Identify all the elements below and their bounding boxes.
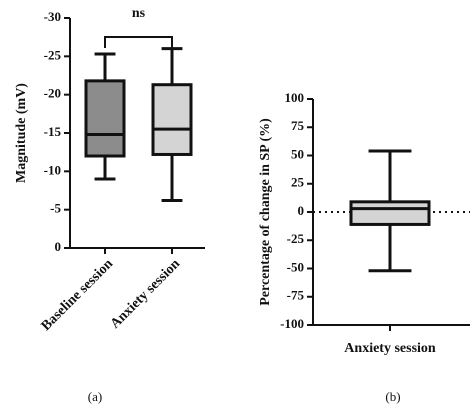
box [151,83,193,156]
significance-bracket [104,36,173,48]
y-tick-label: 25 [291,175,305,190]
y-tick-label: -25 [287,231,305,246]
y-tick-label: 50 [291,146,304,161]
y-tick-label: 100 [285,90,305,105]
x-tick-label: Anxiety session [108,256,183,331]
y-tick-label: -30 [44,9,61,24]
y-tick-label: -20 [44,86,61,101]
y-tick-label: -75 [287,288,305,303]
x-tick-label: Anxiety session [344,341,436,356]
y-tick-label: -10 [44,162,61,177]
y-tick-label: 75 [291,118,305,133]
y-tick-label: -15 [44,124,62,139]
box [84,79,126,158]
y-tick-label: 0 [298,203,305,218]
y-tick-label: -25 [44,47,62,62]
y-tick-label: -100 [280,316,304,331]
x-tick-label: Baseline session [39,256,117,334]
panel-label: (b) [385,389,400,404]
y-axis-label: Percentage of change in SP (%) [258,118,273,306]
y-tick-label: -5 [50,201,61,216]
y-axis-label: Magnitude (mV) [14,83,29,183]
box [349,200,431,226]
y-tick-label: 0 [55,239,62,254]
significance-label: ns [132,6,146,21]
panel-label: (a) [88,389,102,404]
y-tick-label: -50 [287,259,304,274]
